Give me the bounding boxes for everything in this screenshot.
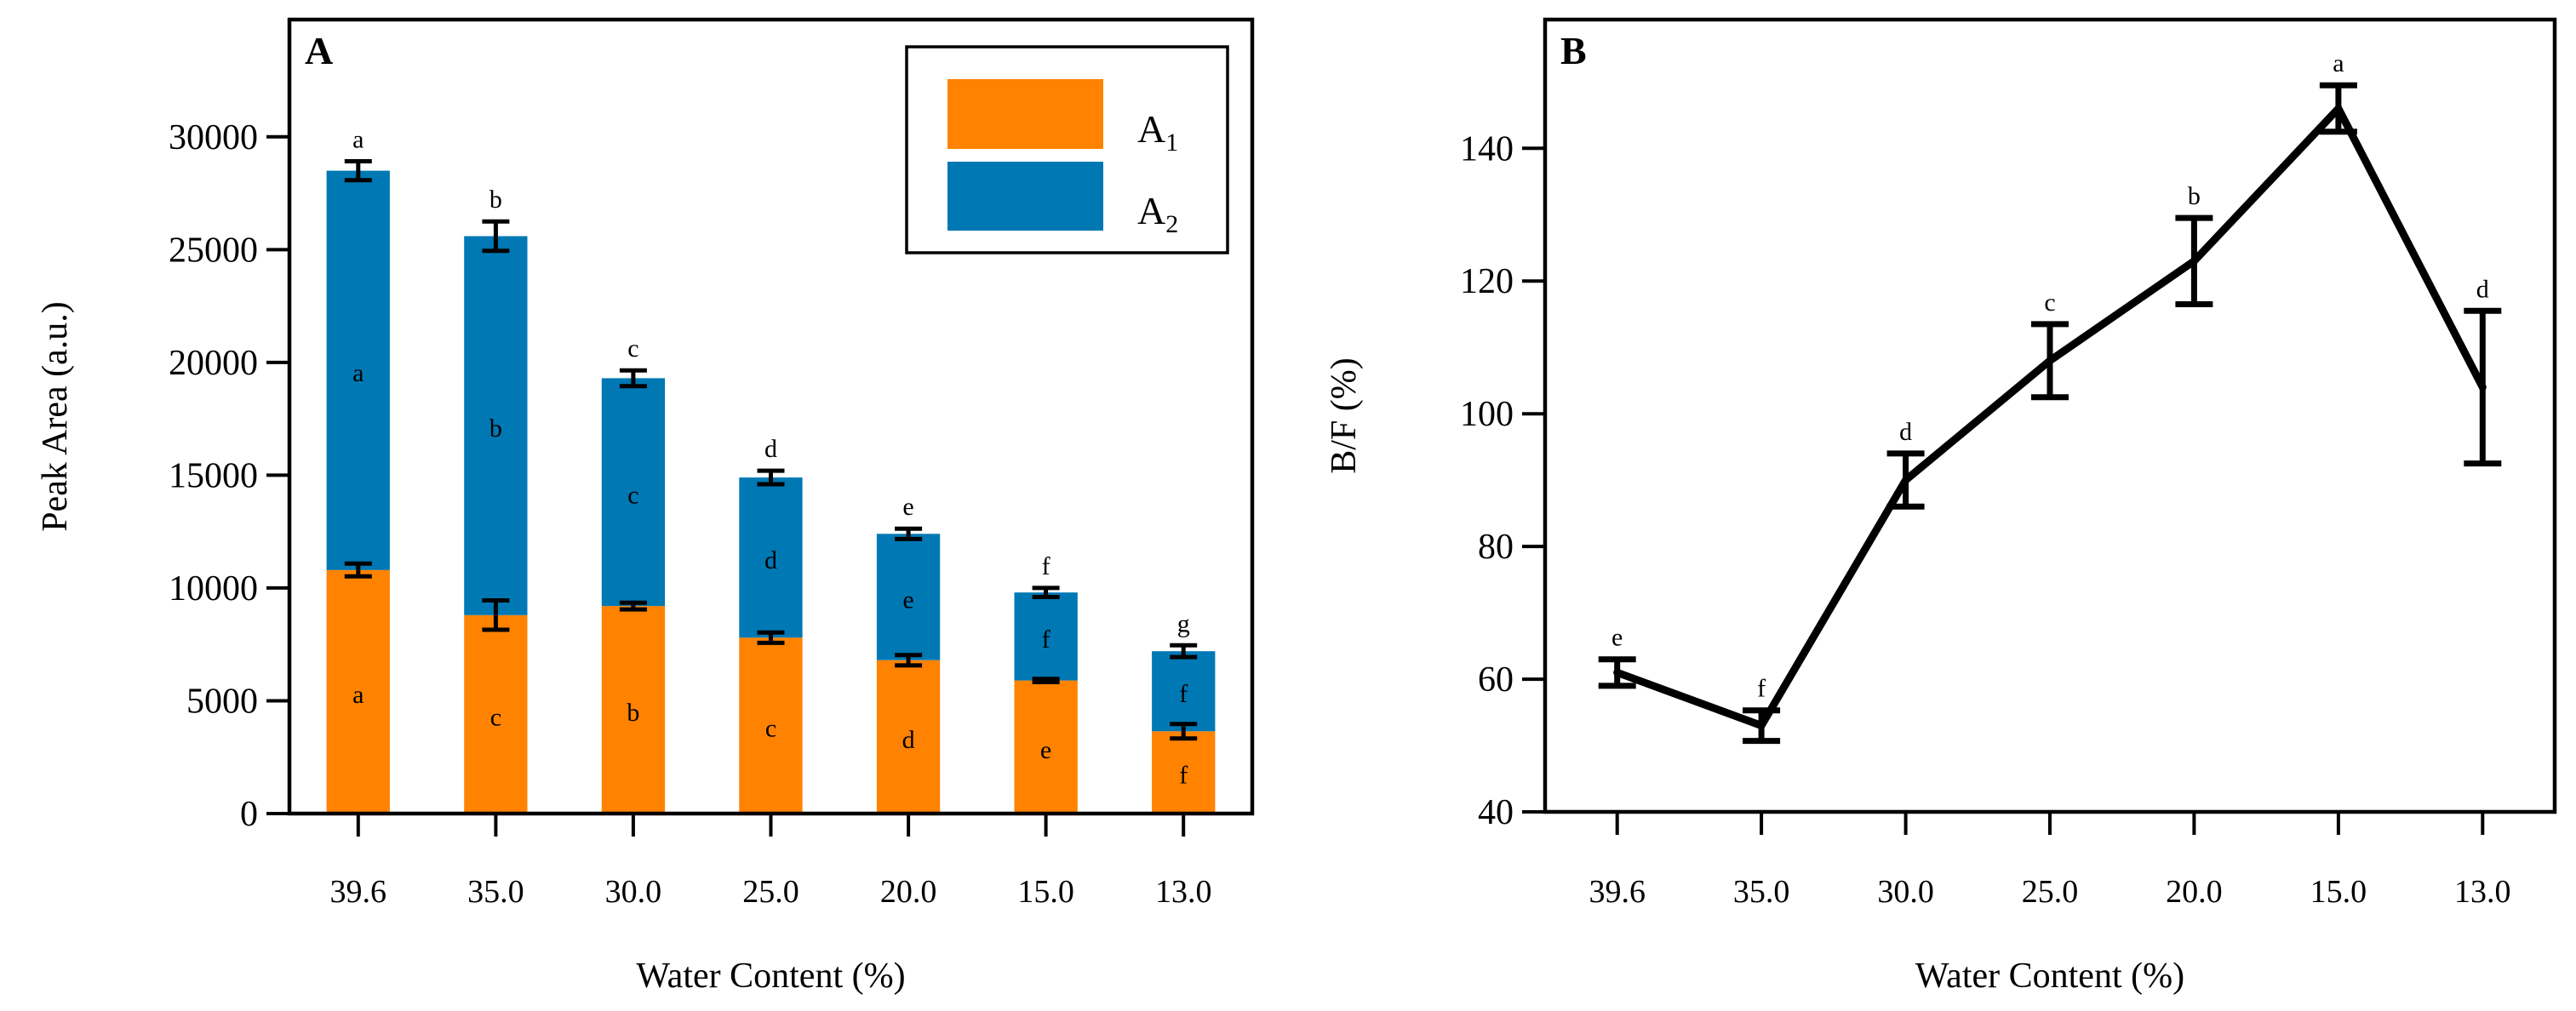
svg-text:B: B	[1560, 29, 1587, 72]
svg-text:b: b	[489, 186, 502, 214]
svg-text:13.0: 13.0	[1155, 874, 1212, 910]
svg-text:25000: 25000	[169, 231, 258, 270]
svg-text:120: 120	[1460, 262, 1514, 301]
svg-text:Water Content (%): Water Content (%)	[636, 957, 905, 996]
svg-text:e: e	[1040, 736, 1051, 764]
svg-text:35.0: 35.0	[467, 874, 524, 910]
svg-text:35.0: 35.0	[1733, 874, 1790, 910]
svg-text:b: b	[2188, 182, 2201, 210]
svg-text:30000: 30000	[169, 118, 258, 157]
svg-text:b: b	[627, 699, 639, 727]
svg-text:13.0: 13.0	[2454, 874, 2511, 910]
svg-text:100: 100	[1460, 395, 1514, 434]
svg-text:Water Content (%): Water Content (%)	[1915, 957, 2184, 996]
svg-text:f: f	[1757, 675, 1766, 703]
svg-text:d: d	[764, 435, 777, 463]
svg-text:c: c	[627, 481, 638, 509]
svg-text:c: c	[490, 703, 501, 731]
svg-text:g: g	[1177, 609, 1190, 637]
svg-text:c: c	[2044, 288, 2055, 317]
svg-text:15.0: 15.0	[1017, 874, 1074, 910]
svg-text:d: d	[2476, 275, 2489, 303]
svg-text:40: 40	[1478, 793, 1514, 832]
svg-text:80: 80	[1478, 528, 1514, 567]
svg-text:140: 140	[1460, 129, 1514, 168]
svg-text:20000: 20000	[169, 344, 258, 383]
svg-text:f: f	[1179, 680, 1188, 708]
svg-text:25.0: 25.0	[2022, 874, 2079, 910]
svg-text:a: a	[2333, 49, 2344, 77]
svg-text:d: d	[1899, 418, 1912, 446]
svg-text:20.0: 20.0	[2166, 874, 2223, 910]
svg-text:e: e	[902, 586, 913, 614]
svg-text:d: d	[902, 726, 915, 754]
svg-text:e: e	[1611, 624, 1623, 652]
svg-text:f: f	[1042, 552, 1050, 580]
svg-text:25.0: 25.0	[742, 874, 799, 910]
svg-text:39.6: 39.6	[330, 874, 387, 910]
svg-text:20.0: 20.0	[880, 874, 937, 910]
svg-text:c: c	[627, 334, 638, 363]
svg-text:39.6: 39.6	[1589, 874, 1646, 910]
svg-text:30.0: 30.0	[1877, 874, 1934, 910]
svg-text:f: f	[1179, 762, 1188, 790]
svg-text:60: 60	[1478, 660, 1514, 700]
svg-text:f: f	[1042, 625, 1050, 654]
svg-text:5000: 5000	[186, 683, 258, 722]
svg-text:10000: 10000	[169, 569, 258, 608]
svg-text:c: c	[765, 715, 776, 743]
svg-text:30.0: 30.0	[605, 874, 662, 910]
svg-text:e: e	[902, 493, 913, 521]
svg-text:15000: 15000	[169, 456, 258, 495]
svg-text:a: a	[352, 126, 364, 154]
svg-text:a: a	[352, 359, 364, 387]
svg-text:b: b	[489, 414, 502, 443]
svg-text:B/F (%): B/F (%)	[1325, 357, 1364, 474]
svg-text:a: a	[352, 681, 364, 709]
svg-text:15.0: 15.0	[2310, 874, 2367, 910]
svg-text:d: d	[764, 546, 777, 574]
svg-text:A: A	[305, 29, 333, 72]
svg-text:Peak Area (a.u.): Peak Area (a.u.)	[36, 301, 75, 532]
svg-text:0: 0	[240, 795, 258, 834]
